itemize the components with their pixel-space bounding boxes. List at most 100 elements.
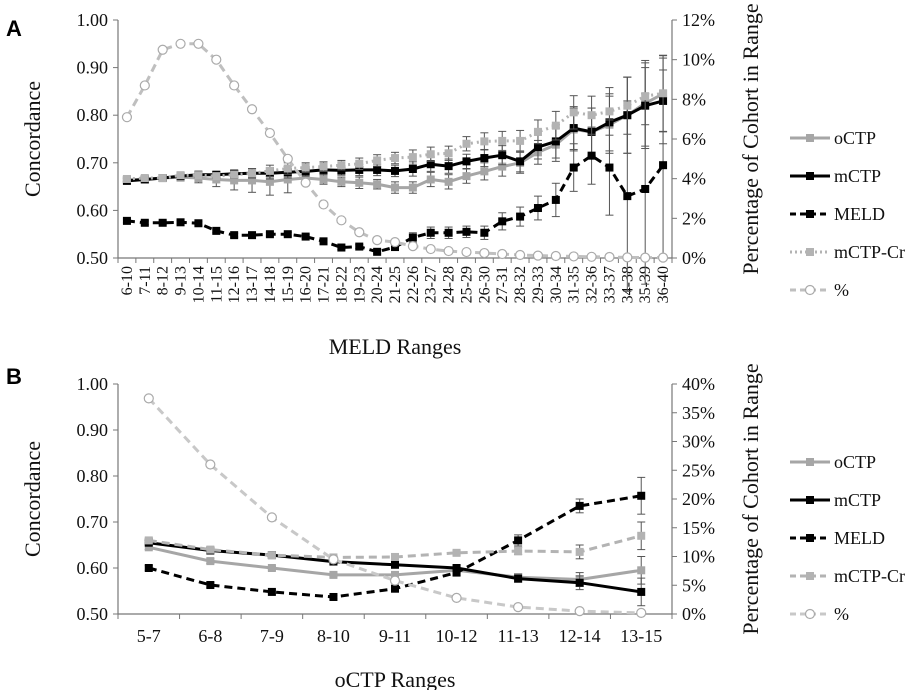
data-point: [336, 215, 347, 226]
data-point: [355, 159, 364, 168]
data-point: [337, 177, 346, 186]
y2-tick-label: 10%: [682, 50, 715, 70]
data-point: [551, 137, 560, 146]
y-tick-label: 0.90: [77, 420, 109, 440]
data-point: [248, 169, 257, 178]
x-tick-label: 26-30: [476, 266, 493, 303]
legend-marker: [806, 458, 814, 466]
data-point: [389, 575, 401, 586]
data-point: [373, 180, 382, 189]
data-point: [283, 230, 292, 239]
x-tick-label: 36-40: [655, 266, 672, 303]
y-tick-label: 0.50: [77, 248, 109, 268]
legend-label: mCTP: [834, 490, 881, 510]
x-tick-label: 7-11: [137, 266, 154, 295]
y-tick-label: 0.70: [77, 153, 109, 173]
data-point: [569, 163, 578, 172]
legend-label: mCTP-Cr: [834, 242, 905, 262]
y2-tick-label: 15%: [682, 518, 715, 538]
data-point: [623, 101, 632, 110]
data-point: [659, 161, 668, 170]
data-point: [444, 177, 453, 186]
series-line: [147, 397, 642, 615]
x-tick-label: 8-12: [155, 266, 172, 295]
series-mCTP-Cr: [122, 54, 668, 183]
data-point: [143, 393, 154, 404]
y-axis-title: Concordance: [20, 81, 45, 197]
data-point: [637, 531, 646, 540]
data-point: [516, 212, 525, 221]
data-point: [212, 226, 221, 235]
data-point: [514, 574, 523, 583]
legend: oCTP mCTP MELD mCTP-Cr%: [790, 452, 905, 624]
series-mCTP-Cr: [144, 521, 646, 562]
data-point: [426, 160, 435, 169]
data-point: [266, 512, 277, 523]
data-point: [175, 38, 186, 49]
data-point: [498, 151, 507, 160]
data-point: [575, 578, 584, 587]
x-tick-label: 24-28: [441, 266, 458, 303]
data-point: [407, 241, 418, 252]
data-point: [354, 227, 365, 238]
x-tick-label: 6-8: [198, 626, 222, 646]
y-tick-label: 0.90: [77, 58, 109, 78]
legend: oCTP mCTP MELD mCTP-Cr%: [790, 128, 905, 300]
data-point: [389, 237, 401, 248]
legend-label: %: [834, 604, 849, 624]
y2-tick-label: 0%: [682, 248, 706, 268]
y2-tick-label: 12%: [682, 10, 715, 30]
y-tick-label: 0.50: [77, 604, 109, 624]
data-point: [139, 80, 150, 91]
y2-tick-label: 0%: [682, 604, 706, 624]
x-tick-label: 10-14: [190, 266, 207, 303]
data-point: [176, 171, 185, 180]
data-point: [605, 163, 614, 172]
series-MELD: [144, 476, 646, 601]
data-point: [452, 564, 461, 572]
data-point: [264, 127, 276, 139]
x-tick-label: 16-20: [298, 266, 315, 303]
y2-tick-label: 25%: [682, 460, 715, 480]
x-tick-label: 7-9: [260, 626, 284, 646]
data-point: [586, 251, 597, 262]
data-point: [265, 166, 274, 175]
x-tick-label: 12-16: [226, 266, 243, 303]
data-point: [373, 156, 382, 165]
y2-tick-label: 8%: [682, 89, 706, 109]
data-point: [391, 166, 399, 175]
legend-marker: [806, 534, 814, 542]
data-point: [451, 592, 462, 604]
data-point: [574, 606, 585, 617]
data-point: [282, 153, 293, 164]
x-tick-label: 9-13: [173, 266, 190, 295]
data-point: [514, 536, 523, 545]
data-point: [426, 228, 435, 237]
data-point: [513, 601, 524, 613]
y2-tick-label: 10%: [682, 547, 715, 567]
x-tick-label: 18-22: [333, 266, 350, 303]
x-tick-label: 30-34: [548, 266, 565, 303]
data-point: [575, 547, 584, 556]
x-axis-title: oCTP Ranges: [335, 667, 456, 690]
data-point: [641, 92, 650, 101]
data-point: [318, 199, 329, 210]
legend-marker: [804, 284, 816, 296]
data-point: [391, 584, 399, 593]
data-point: [498, 162, 507, 171]
legend-marker: [806, 572, 814, 580]
y-tick-label: 0.80: [77, 105, 109, 125]
data-point: [498, 217, 507, 226]
data-point: [480, 154, 489, 163]
data-point: [408, 164, 417, 173]
data-point: [516, 157, 525, 166]
data-point: [267, 564, 276, 572]
x-axis-title: MELD Ranges: [329, 334, 462, 359]
data-point: [212, 172, 221, 181]
legend-label: mCTP-Cr: [834, 566, 905, 586]
data-point: [444, 162, 453, 171]
data-point: [140, 174, 149, 183]
x-tick-label: 17-21: [316, 266, 333, 303]
data-point: [283, 175, 292, 184]
